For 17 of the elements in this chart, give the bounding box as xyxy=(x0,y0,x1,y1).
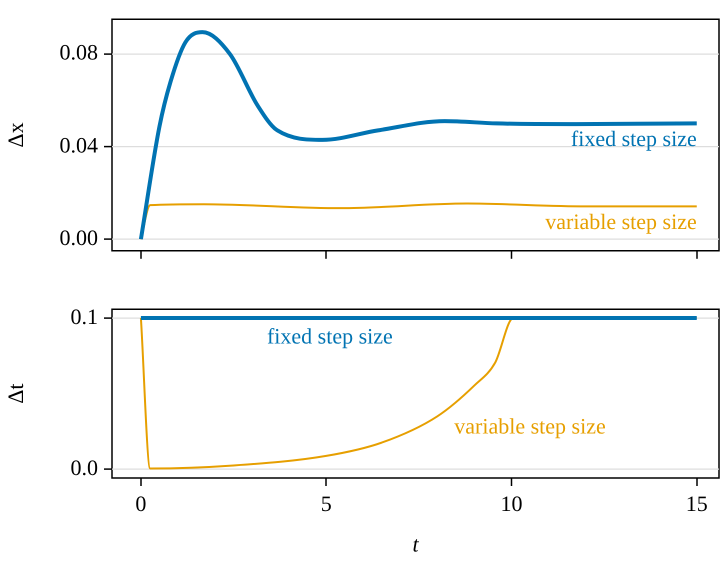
y-tick-label: 0.1 xyxy=(70,304,98,329)
line-series xyxy=(138,30,699,242)
series-label: variable step size xyxy=(545,209,697,234)
series-label: fixed step size xyxy=(570,126,697,152)
x-tick-label: 5 xyxy=(320,490,332,516)
x-tick-label: 10 xyxy=(500,490,522,516)
series-label: fixed step size xyxy=(266,323,393,348)
y-tick-label: 0.08 xyxy=(60,40,98,65)
x-tick-label: 15 xyxy=(686,490,708,516)
x-tick-label: 0 xyxy=(135,490,146,516)
x-axis-title: t xyxy=(412,532,420,557)
y-tick-label: 0.04 xyxy=(60,132,98,158)
y-tick-label: 0.00 xyxy=(60,225,98,250)
y-axis-title: Δt xyxy=(2,383,28,404)
y-tick-label: 0.0 xyxy=(70,455,98,480)
y-axis-title: Δx xyxy=(2,122,28,148)
series-label: variable step size xyxy=(454,413,606,438)
